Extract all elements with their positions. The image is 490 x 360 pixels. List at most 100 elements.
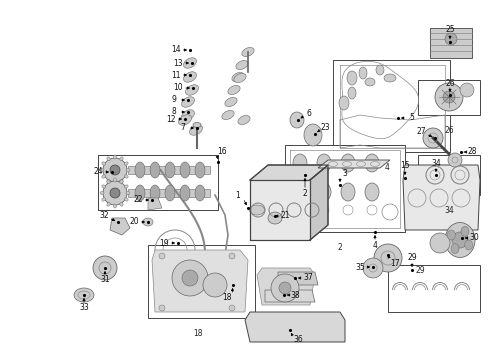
Text: 37: 37 (303, 274, 313, 283)
Ellipse shape (124, 162, 128, 165)
Circle shape (159, 305, 165, 311)
Ellipse shape (195, 162, 205, 178)
Ellipse shape (376, 65, 384, 75)
Bar (98, 155, 218, 210)
Text: 13: 13 (173, 58, 183, 68)
Polygon shape (110, 218, 130, 235)
Text: 36: 36 (293, 336, 303, 345)
Ellipse shape (447, 230, 455, 240)
Polygon shape (250, 165, 328, 180)
Text: 34: 34 (431, 158, 441, 167)
Ellipse shape (347, 71, 357, 85)
Ellipse shape (304, 124, 322, 146)
Text: 35: 35 (355, 262, 365, 271)
Circle shape (374, 244, 402, 272)
Circle shape (430, 233, 450, 253)
Ellipse shape (135, 185, 145, 201)
Circle shape (103, 181, 127, 205)
Bar (148, 245, 255, 318)
Ellipse shape (114, 155, 117, 159)
Polygon shape (128, 166, 210, 174)
Ellipse shape (181, 110, 195, 120)
Ellipse shape (180, 185, 190, 201)
Text: 2: 2 (303, 189, 307, 198)
Ellipse shape (465, 240, 473, 250)
Ellipse shape (461, 226, 469, 236)
Ellipse shape (143, 218, 153, 226)
Ellipse shape (359, 67, 367, 79)
Ellipse shape (124, 175, 128, 178)
Ellipse shape (74, 288, 94, 302)
Ellipse shape (165, 185, 175, 201)
Text: 4: 4 (385, 163, 390, 172)
Text: 14: 14 (171, 45, 181, 54)
Text: 38: 38 (290, 291, 300, 300)
Polygon shape (403, 165, 480, 230)
Text: 30: 30 (469, 234, 479, 243)
Text: 5: 5 (410, 113, 415, 122)
Text: 31: 31 (100, 275, 110, 284)
Ellipse shape (341, 154, 355, 172)
Polygon shape (257, 268, 315, 305)
Polygon shape (310, 165, 328, 240)
Text: 15: 15 (400, 162, 410, 171)
Text: 16: 16 (217, 148, 227, 157)
Text: 26: 26 (444, 126, 454, 135)
Ellipse shape (225, 98, 237, 107)
Ellipse shape (290, 112, 304, 128)
Polygon shape (278, 272, 318, 285)
Circle shape (271, 274, 299, 302)
Ellipse shape (107, 180, 110, 184)
Text: 27: 27 (416, 126, 426, 135)
Text: 28: 28 (467, 148, 477, 157)
Ellipse shape (348, 87, 356, 99)
Text: 3: 3 (343, 168, 347, 177)
Ellipse shape (228, 85, 240, 95)
Circle shape (110, 188, 120, 198)
Text: 32: 32 (99, 211, 109, 220)
Circle shape (448, 153, 462, 167)
Circle shape (182, 270, 198, 286)
Text: 18: 18 (222, 293, 232, 302)
Ellipse shape (445, 222, 475, 257)
Bar (418, 155, 480, 195)
Text: 19: 19 (159, 238, 169, 248)
Ellipse shape (268, 212, 282, 224)
Ellipse shape (120, 179, 123, 183)
Polygon shape (265, 290, 315, 302)
Ellipse shape (102, 175, 106, 178)
Ellipse shape (120, 180, 123, 184)
Text: 11: 11 (171, 71, 181, 80)
Circle shape (203, 273, 227, 297)
Circle shape (159, 253, 165, 259)
Text: 1: 1 (236, 190, 241, 199)
Circle shape (443, 91, 455, 103)
Ellipse shape (150, 185, 160, 201)
Ellipse shape (365, 183, 379, 201)
Text: 23: 23 (320, 122, 330, 131)
Ellipse shape (234, 73, 246, 82)
Ellipse shape (341, 183, 355, 201)
Ellipse shape (126, 168, 130, 171)
Ellipse shape (186, 85, 198, 95)
Ellipse shape (120, 157, 123, 161)
Ellipse shape (107, 157, 110, 161)
Ellipse shape (178, 115, 192, 125)
Ellipse shape (180, 162, 190, 178)
Text: 29: 29 (407, 253, 417, 262)
Circle shape (93, 256, 117, 280)
Text: 22: 22 (133, 195, 143, 204)
Bar (418, 80, 480, 115)
Text: 2: 2 (338, 243, 343, 252)
Polygon shape (128, 189, 210, 197)
Bar (98, 155, 218, 210)
Ellipse shape (365, 78, 375, 86)
Text: 10: 10 (173, 84, 183, 93)
Circle shape (445, 33, 457, 45)
Circle shape (363, 258, 383, 278)
Ellipse shape (100, 168, 104, 171)
Ellipse shape (339, 96, 349, 110)
Ellipse shape (126, 192, 130, 194)
Ellipse shape (365, 154, 379, 172)
Text: 33: 33 (79, 303, 89, 312)
